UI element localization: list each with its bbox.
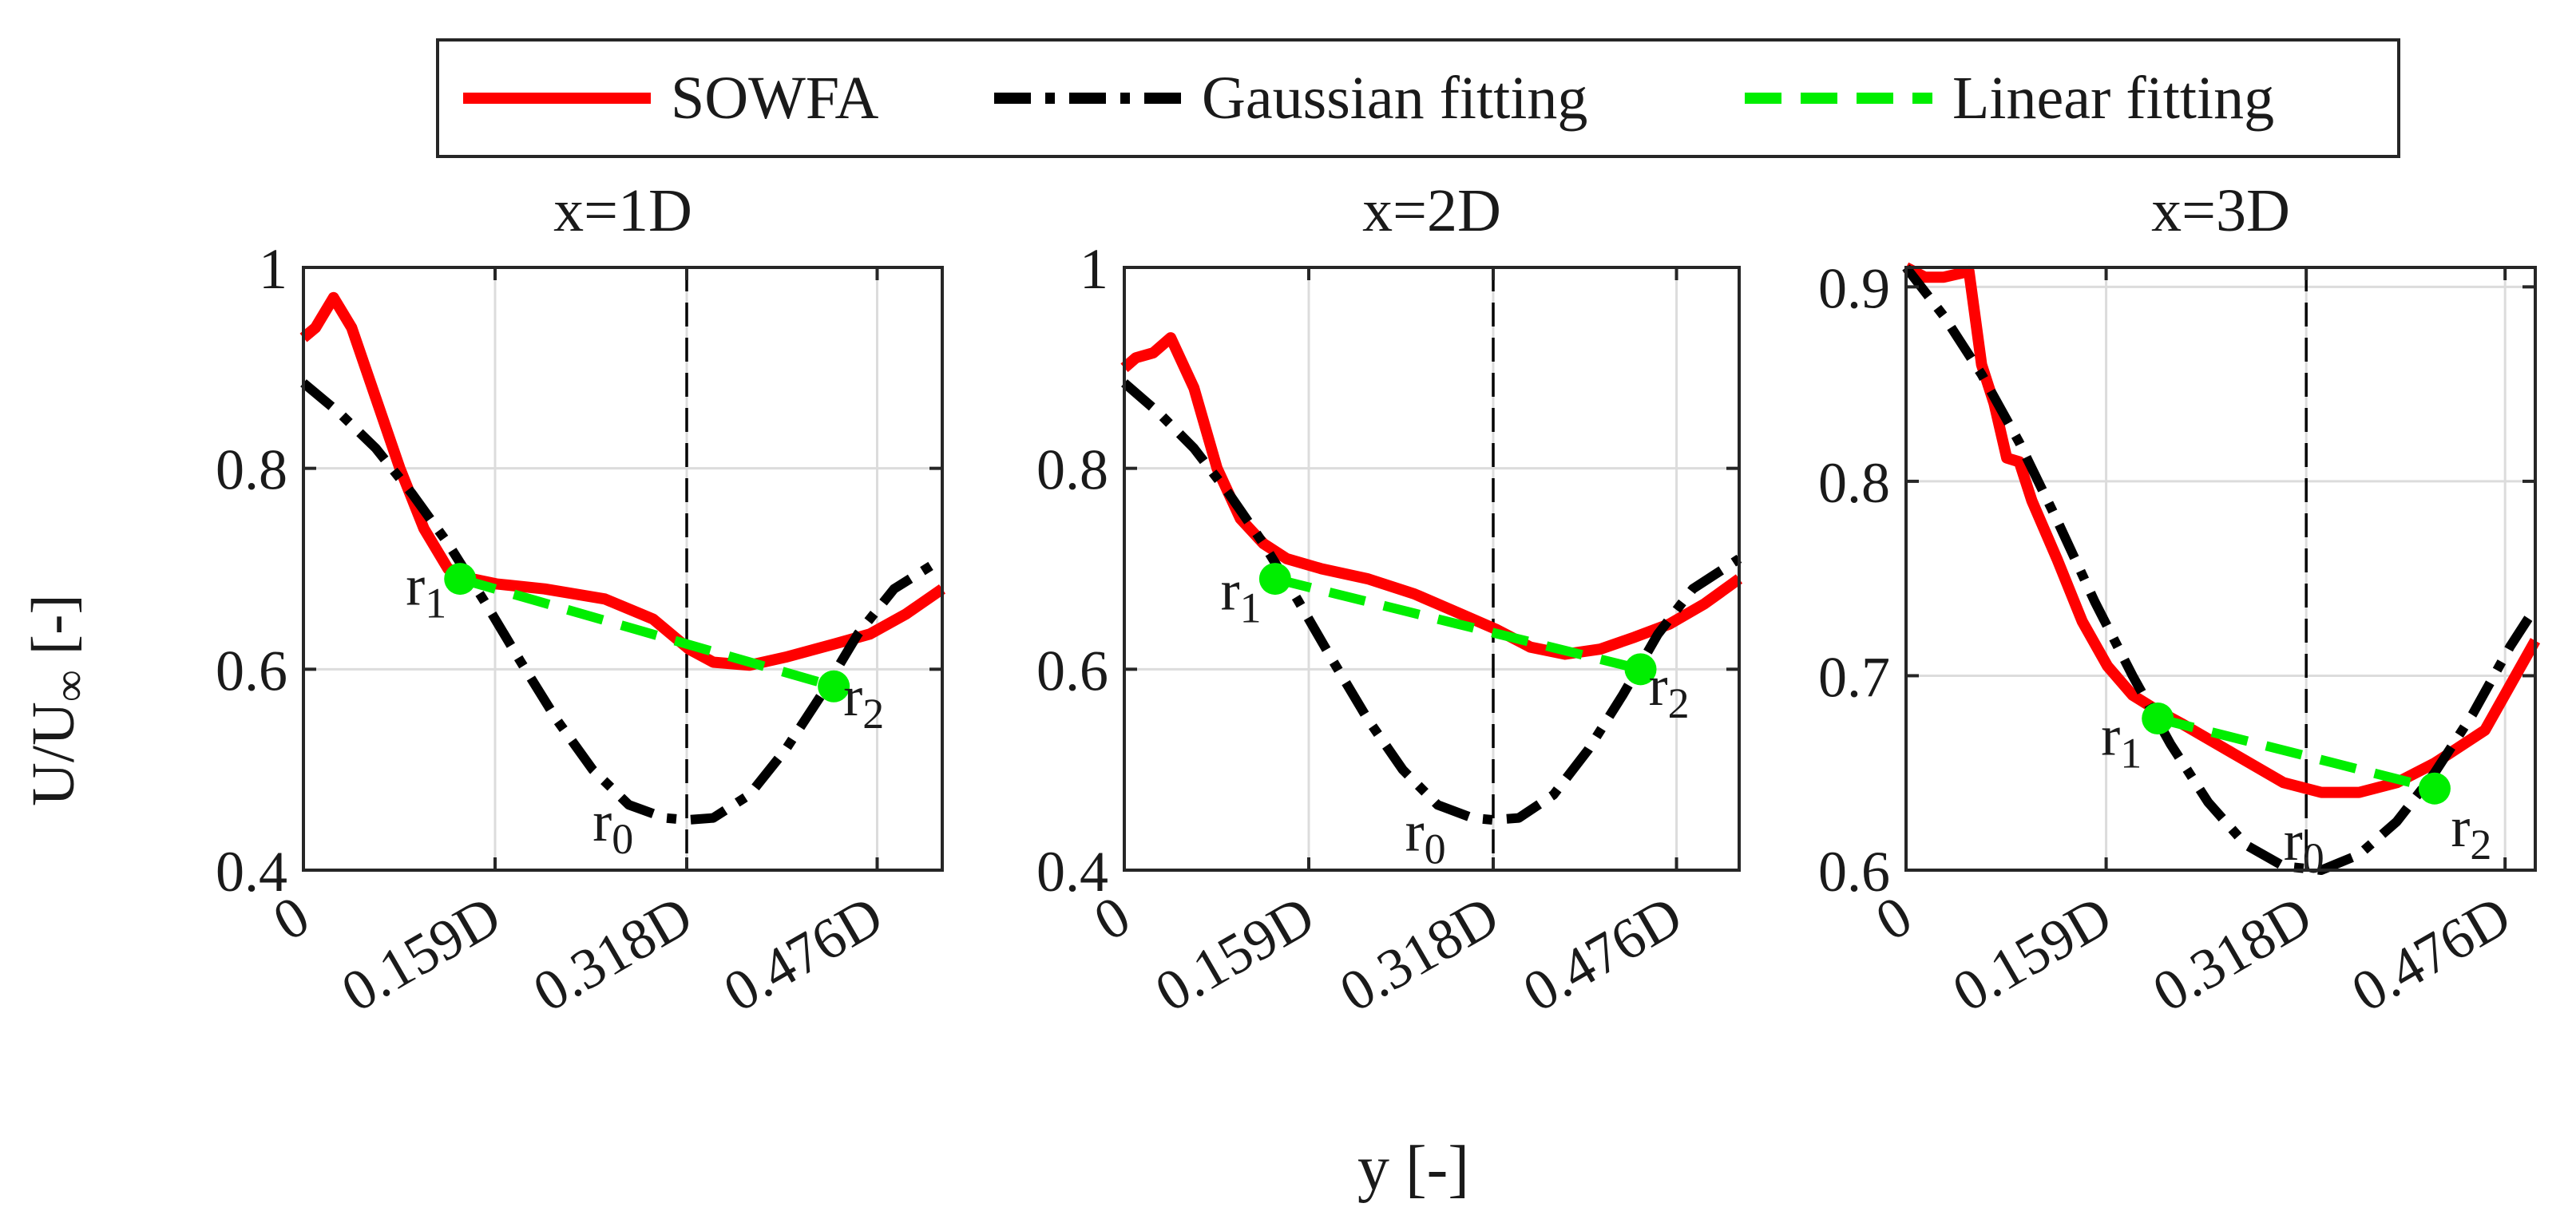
axes-frame	[1904, 266, 2537, 872]
marker-label-sub: 2	[2470, 821, 2491, 869]
marker-label-main: r	[843, 664, 862, 728]
marker-r1	[444, 563, 477, 596]
marker-r1	[2142, 703, 2174, 735]
series-line-gaussian-fitting	[1902, 264, 2540, 875]
marker-label-sub: 2	[1668, 679, 1690, 727]
marker-r2	[818, 670, 850, 703]
y-axis-label: U/U∞ [-]	[20, 594, 95, 806]
y-axis-label-sub: ∞	[46, 670, 95, 702]
marker-label-sub: 0	[1425, 825, 1446, 873]
series-line-linear-fitting	[1274, 574, 1642, 675]
marker-label-main: r	[1405, 800, 1425, 864]
x-tick-label: 0	[1865, 884, 1922, 953]
marker-label-r0: r0	[1405, 800, 1446, 873]
marker-label-sub: 0	[612, 815, 633, 863]
marker-label-r2: r2	[843, 664, 884, 738]
series-line-sowfa	[1120, 332, 1743, 660]
marker-label-sub: 1	[425, 579, 446, 627]
marker-label-r1: r1	[1221, 559, 1262, 632]
y-tick-label: 0.9	[1818, 256, 1890, 320]
x-tick-label: 0.318D	[523, 884, 703, 1024]
marker-label-main: r	[2451, 795, 2470, 859]
series-line-linear-fitting	[458, 574, 835, 691]
marker-label-r2: r2	[2451, 795, 2491, 869]
marker-label-main: r	[1221, 559, 1240, 623]
plot-area	[303, 267, 942, 870]
y-tick-label: 1	[259, 237, 287, 301]
marker-label-sub: 2	[862, 690, 884, 738]
y-axis-label-main: U/U	[20, 702, 87, 806]
x-tick-label: 0.159D	[331, 884, 511, 1024]
x-tick-label: 0.476D	[2341, 884, 2521, 1024]
marker-label-r2: r2	[1649, 654, 1690, 727]
marker-label-r1: r1	[2101, 704, 2142, 778]
marker-label-r0: r0	[2284, 809, 2324, 882]
x-tick-label: 0.159D	[1145, 884, 1325, 1024]
y-tick-label: 0.8	[216, 438, 287, 502]
marker-label-main: r	[406, 553, 425, 617]
y-tick-label: 0.8	[1818, 451, 1890, 515]
y-tick-label: 0.6	[1818, 840, 1890, 904]
marker-label-main: r	[2284, 809, 2303, 873]
y-tick-label: 0.6	[216, 639, 287, 703]
marker-label-sub: 1	[1240, 584, 1262, 632]
y-axis-label-tail: [-]	[20, 594, 87, 670]
marker-label-r1: r1	[406, 553, 446, 627]
marker-r1	[1258, 563, 1291, 596]
marker-label-r0: r0	[592, 790, 633, 863]
series-line-sowfa	[299, 291, 945, 671]
panel-title: x=1D	[553, 177, 692, 244]
marker-r2	[2418, 772, 2451, 805]
marker-r2	[1624, 653, 1657, 686]
y-tick-label: 1	[1080, 237, 1108, 301]
y-tick-label: 0.7	[1818, 645, 1890, 709]
legend-frame	[436, 38, 2400, 158]
y-tick-label: 0.8	[1036, 438, 1108, 502]
legend-label-gaussian: Gaussian fitting	[1202, 65, 1587, 132]
series-line-sowfa	[1903, 262, 2541, 798]
panel-title: x=3D	[2151, 177, 2290, 244]
axes-frame	[1123, 266, 1741, 872]
panel-title: x=2D	[1362, 177, 1501, 244]
y-tick-label: 0.4	[1036, 840, 1108, 904]
legend-label-linear: Linear fitting	[1952, 65, 2274, 132]
x-tick-label: 0.318D	[2142, 884, 2322, 1024]
y-tick-label: 0.6	[1036, 639, 1108, 703]
marker-label-main: r	[1649, 654, 1668, 718]
axes-frame	[302, 266, 944, 872]
x-axis-label: y [-]	[1357, 1134, 1469, 1204]
legend: SOWFA Gaussian fitting Linear fitting	[436, 38, 2400, 158]
y-tick-label: 0.4	[216, 840, 287, 904]
legend-label-sowfa: SOWFA	[671, 65, 879, 132]
series-line-gaussian-fitting	[1121, 379, 1742, 825]
marker-label-main: r	[2101, 704, 2120, 768]
x-tick-label: 0.476D	[1512, 884, 1692, 1024]
x-tick-label: 0	[1084, 884, 1140, 953]
marker-label-sub: 1	[2120, 730, 2142, 778]
x-tick-label: 0.159D	[1942, 884, 2122, 1024]
series-line-gaussian-fitting	[300, 379, 945, 825]
x-tick-label: 0	[263, 884, 319, 953]
marker-label-main: r	[592, 790, 612, 853]
series-line-linear-fitting	[2156, 714, 2436, 794]
x-tick-label: 0.318D	[1330, 884, 1509, 1024]
plot-area	[1124, 267, 1739, 870]
x-tick-label: 0.476D	[713, 884, 893, 1024]
